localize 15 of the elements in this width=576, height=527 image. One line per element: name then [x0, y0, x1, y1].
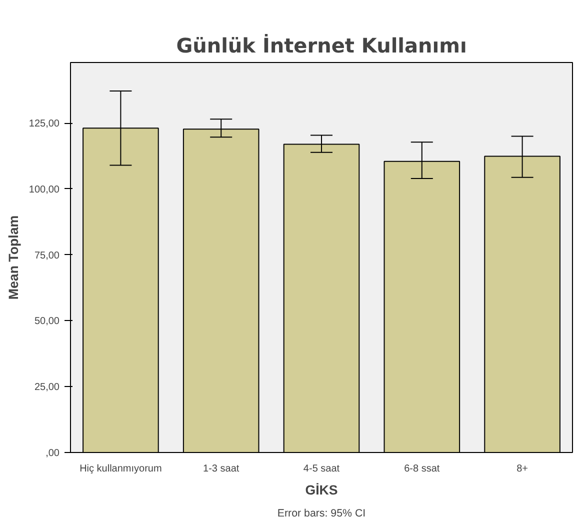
y-tick-label: 75,00 [34, 250, 60, 262]
y-tick-label: 50,00 [34, 316, 60, 328]
y-tick-label: 100,00 [28, 184, 60, 196]
x-axis-title: GİKS [305, 482, 338, 498]
x-tick-label: Hiç kullanmıyorum [80, 464, 162, 474]
y-tick-label: ,00 [46, 448, 60, 459]
x-tick-label: 4-5 saat [303, 464, 340, 474]
x-tick-label: 8+ [516, 464, 528, 474]
x-tick-label: 6-8 ssat [404, 464, 440, 474]
y-axis-title: Mean Toplam [6, 215, 21, 300]
x-tick-label: 1-3 saat [203, 464, 240, 474]
y-tick-label: 125,00 [28, 118, 60, 130]
y-tick-label: 25,00 [34, 382, 60, 394]
chart-title: Günlük İnternet Kullanımı [176, 34, 467, 58]
text: Error bars: 95% CI [277, 508, 366, 520]
